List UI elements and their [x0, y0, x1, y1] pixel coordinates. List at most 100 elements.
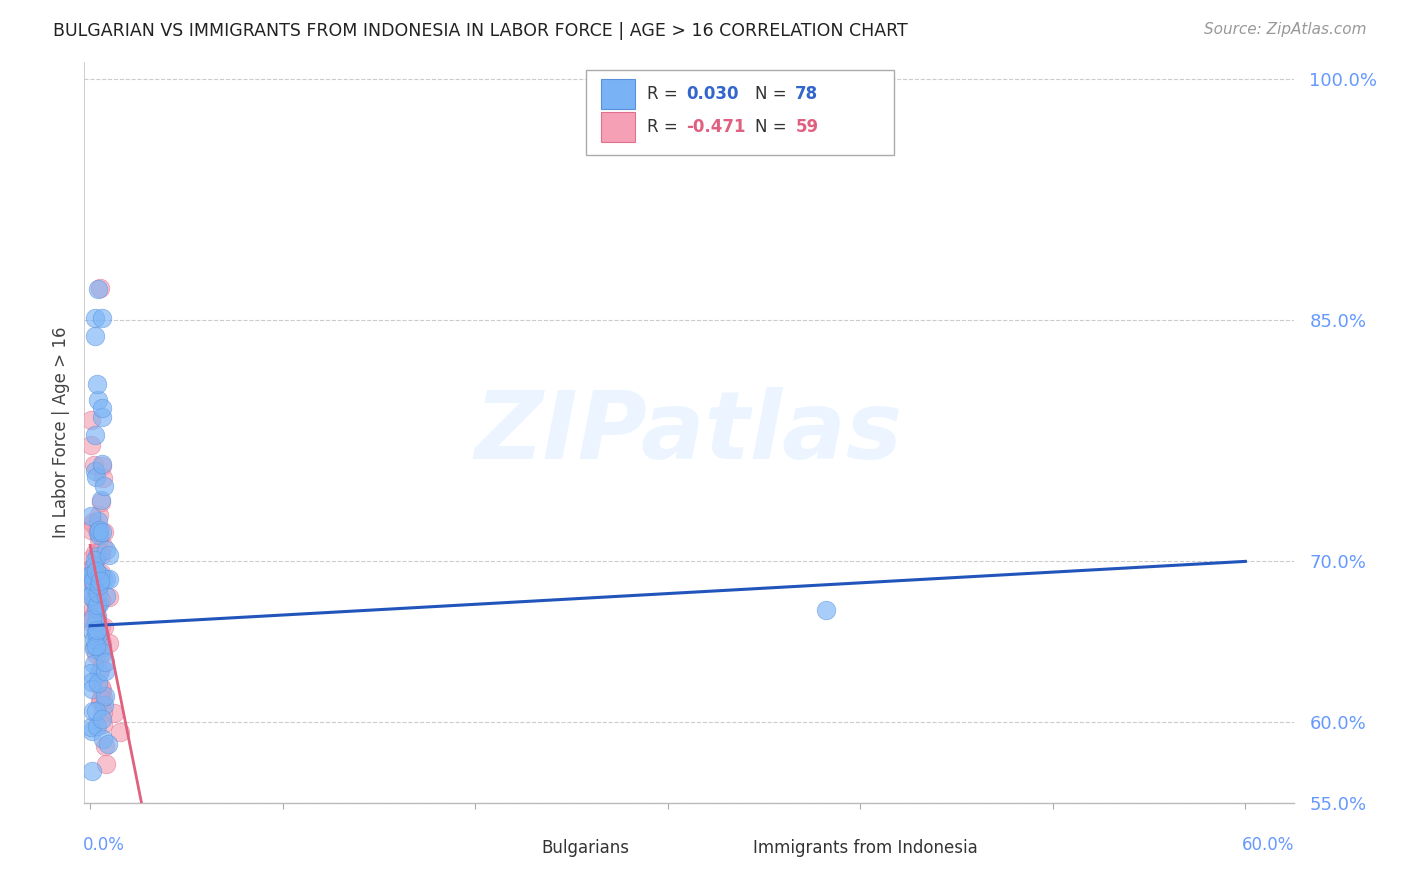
Text: ZIPatlas: ZIPatlas	[475, 386, 903, 479]
Text: Bulgarians: Bulgarians	[541, 839, 630, 857]
Point	[90, 494, 112, 508]
Point	[97, 590, 120, 604]
Point	[83, 558, 105, 573]
Point	[83, 579, 105, 593]
Point	[80, 682, 103, 697]
Point	[87, 393, 110, 408]
Point	[83, 632, 105, 646]
Point	[91, 682, 114, 697]
Point	[90, 409, 112, 424]
Point	[90, 525, 112, 540]
Point	[87, 528, 110, 542]
Point	[80, 568, 103, 582]
Point	[84, 594, 107, 608]
Point	[84, 546, 107, 560]
Point	[84, 311, 107, 326]
Point	[80, 523, 103, 537]
Point	[93, 620, 115, 634]
Point	[86, 623, 108, 637]
Point	[86, 608, 108, 623]
Point	[84, 639, 107, 653]
Point	[87, 544, 110, 558]
Point	[89, 281, 111, 295]
Point	[89, 591, 111, 606]
Point	[91, 572, 114, 586]
Point	[84, 564, 107, 578]
Y-axis label: In Labor Force | Age > 16: In Labor Force | Age > 16	[52, 326, 70, 539]
Point	[87, 524, 110, 539]
Point	[83, 639, 105, 653]
Point	[80, 561, 103, 575]
Text: -0.471: -0.471	[686, 118, 747, 136]
Point	[80, 568, 103, 582]
Point	[87, 524, 110, 538]
Point	[89, 568, 111, 582]
Point	[90, 692, 112, 706]
Point	[80, 412, 103, 426]
Point	[91, 690, 114, 705]
Text: BULGARIAN VS IMMIGRANTS FROM INDONESIA IN LABOR FORCE | AGE > 16 CORRELATION CHA: BULGARIAN VS IMMIGRANTS FROM INDONESIA I…	[53, 22, 908, 40]
Point	[87, 523, 110, 537]
Point	[90, 593, 112, 607]
Point	[89, 694, 111, 708]
Point	[80, 612, 103, 626]
Point	[93, 524, 115, 539]
Point	[86, 569, 108, 583]
Point	[87, 632, 110, 647]
Point	[80, 764, 103, 779]
Text: 78: 78	[796, 86, 818, 103]
Point	[814, 602, 837, 616]
Point	[96, 757, 118, 772]
Point	[86, 549, 108, 564]
Point	[84, 552, 107, 566]
Point	[90, 620, 112, 634]
Point	[93, 824, 115, 838]
Point	[80, 615, 103, 630]
Point	[90, 401, 112, 415]
Point	[82, 608, 104, 623]
Point	[82, 591, 104, 605]
Point	[90, 566, 112, 581]
Point	[90, 548, 112, 562]
Point	[89, 574, 111, 588]
Point	[82, 609, 104, 624]
Point	[89, 578, 111, 592]
Point	[90, 680, 112, 694]
Text: N =: N =	[755, 86, 793, 103]
Point	[87, 508, 110, 522]
Point	[91, 640, 114, 655]
Point	[93, 739, 115, 753]
Point	[94, 689, 117, 703]
Point	[93, 479, 115, 493]
Point	[93, 716, 115, 731]
Text: 59: 59	[796, 118, 818, 136]
Point	[82, 551, 104, 566]
Point	[87, 666, 110, 681]
Point	[93, 705, 115, 719]
Text: Immigrants from Indonesia: Immigrants from Indonesia	[754, 839, 977, 857]
Point	[82, 704, 104, 718]
Point	[87, 282, 110, 296]
Point	[83, 641, 105, 656]
Point	[87, 514, 110, 528]
Point	[90, 311, 112, 326]
Point	[90, 645, 112, 659]
Point	[86, 598, 108, 612]
Point	[90, 635, 112, 649]
Point	[82, 724, 104, 739]
Point	[97, 549, 120, 563]
Point	[84, 615, 107, 630]
Point	[94, 572, 117, 586]
Point	[80, 720, 103, 734]
Point	[82, 516, 104, 531]
Point	[90, 661, 112, 675]
Point	[82, 611, 104, 625]
Point	[89, 627, 111, 641]
Point	[80, 508, 103, 523]
Point	[82, 602, 104, 616]
Point	[82, 516, 104, 530]
Point	[86, 614, 108, 628]
Point	[91, 539, 114, 553]
Point	[86, 719, 108, 733]
Text: Source: ZipAtlas.com: Source: ZipAtlas.com	[1204, 22, 1367, 37]
